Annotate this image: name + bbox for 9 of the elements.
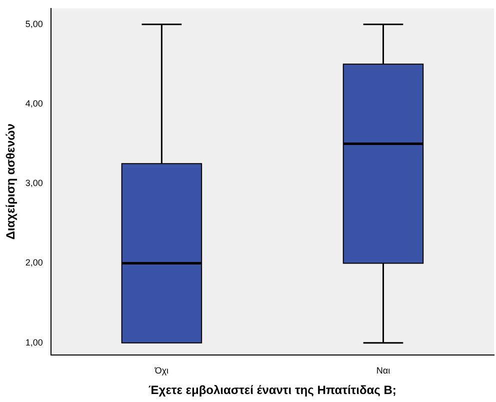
y-tick-label: 2,00 (25, 258, 43, 268)
y-tick-label: 5,00 (25, 18, 43, 29)
y-axis-title: Διαχείριση ασθενών (4, 123, 18, 240)
y-tick-label: 1,00 (25, 337, 43, 348)
y-tick-label: 3,00 (25, 178, 43, 188)
x-tick-label: Όχι (154, 366, 169, 376)
y-tick-label: 4,00 (25, 98, 43, 108)
x-axis-title: Έχετε εμβολιαστεί έναντι της Ηπατίτιδας Β; (148, 383, 396, 398)
x-tick-label: Ναι (376, 366, 390, 376)
